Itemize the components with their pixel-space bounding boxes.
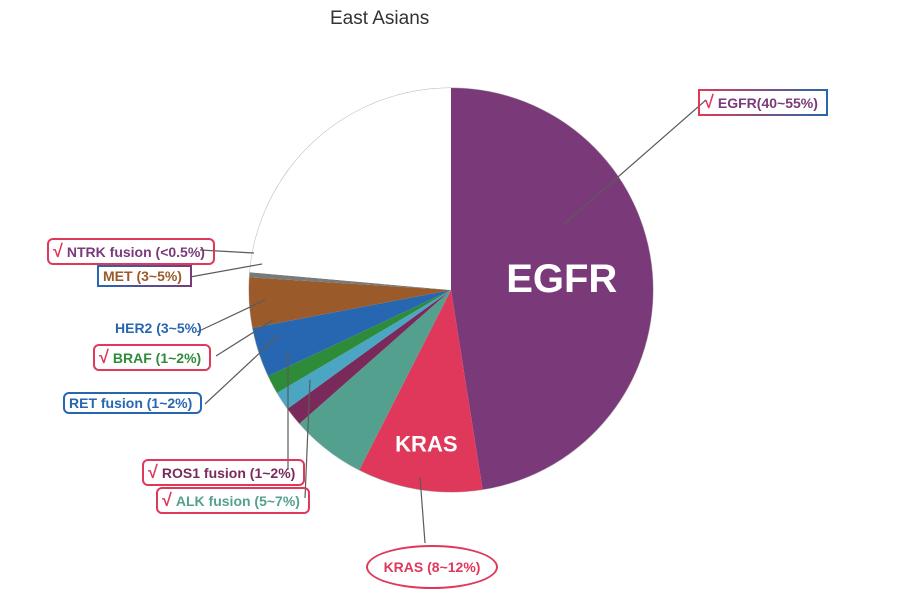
callout-her2: HER2 (3~5%) — [115, 320, 202, 336]
check-icon: √ — [704, 92, 714, 113]
check-icon: √ — [148, 462, 158, 483]
chart-title: East Asians — [330, 8, 429, 30]
callout-braf: √BRAF (1~2%) — [93, 344, 211, 371]
slice-label-egfr: EGFR — [506, 257, 617, 301]
callout-ntrk: √NTRK fusion (<0.5%) — [47, 238, 215, 265]
callout-egfr: √EGFR(40~55%) — [698, 89, 828, 116]
callout-label-egfr: EGFR(40~55%) — [718, 95, 818, 111]
callout-label-met: MET (3~5%) — [103, 268, 182, 284]
slice-unknown — [250, 88, 451, 290]
callout-label-ret: RET fusion (1~2%) — [69, 395, 192, 411]
callout-ros1: √ROS1 fusion (1~2%) — [142, 459, 305, 486]
callout-alk: √ALK fusion (5~7%) — [156, 487, 310, 514]
callout-label-ntrk: NTRK fusion (<0.5%) — [67, 244, 205, 260]
check-icon: √ — [53, 241, 63, 262]
callout-label-alk: ALK fusion (5~7%) — [176, 493, 300, 509]
slice-label-kras: KRAS — [395, 431, 457, 456]
callout-kras: KRAS (8~12%) — [366, 545, 498, 589]
check-icon: √ — [99, 347, 109, 368]
callout-label-ros1: ROS1 fusion (1~2%) — [162, 465, 295, 481]
callout-label-braf: BRAF (1~2%) — [113, 350, 201, 366]
callout-met: MET (3~5%) — [97, 265, 192, 287]
check-icon: √ — [162, 490, 172, 511]
callout-ret: RET fusion (1~2%) — [63, 392, 202, 414]
